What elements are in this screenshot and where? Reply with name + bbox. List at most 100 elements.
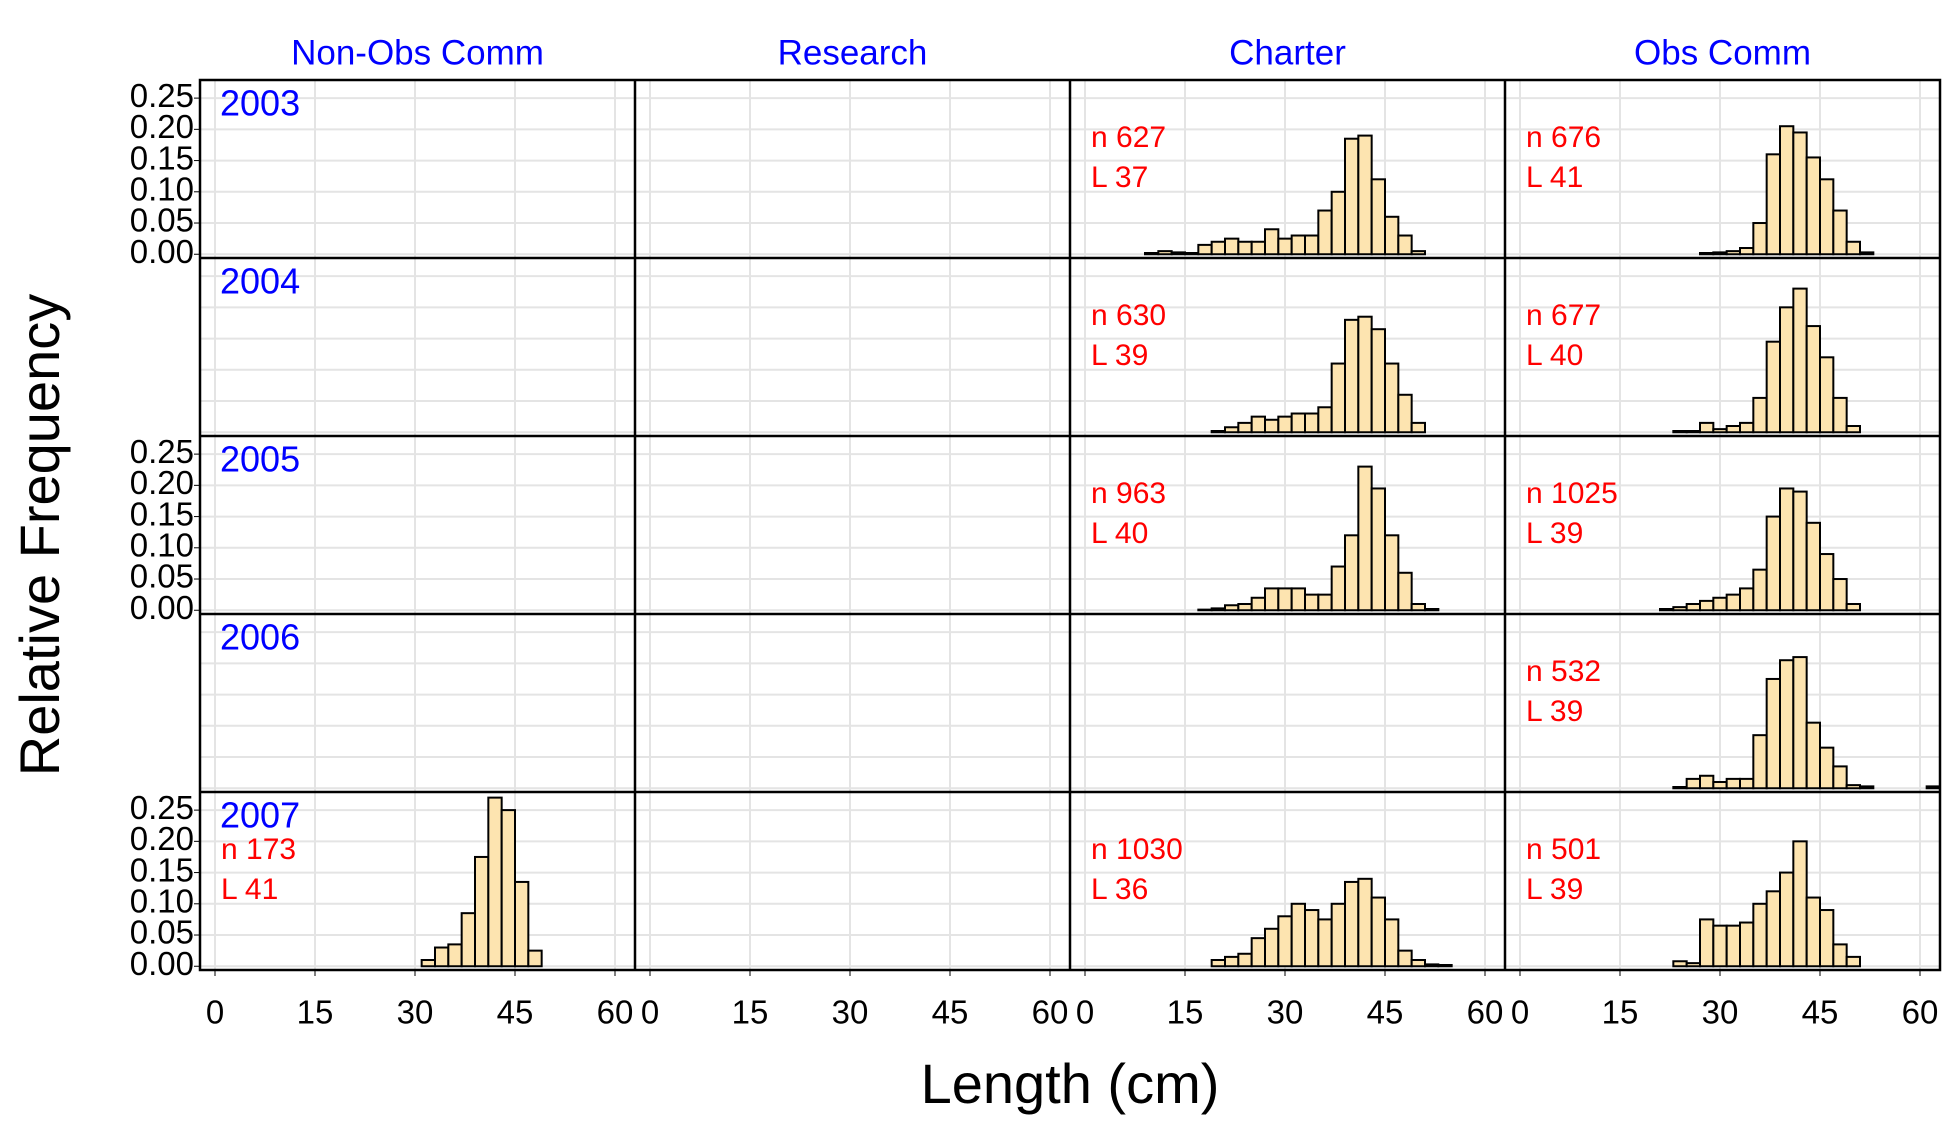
histogram-bar [447, 943, 463, 968]
histogram-bar [1845, 784, 1861, 790]
histogram-bar [1792, 840, 1808, 968]
x-tick-label: 0 [206, 994, 224, 1031]
histogram-bar [1237, 240, 1253, 256]
panel-note: L 40 [1091, 517, 1148, 550]
x-tick-label: 30 [832, 994, 869, 1031]
x-tick-label: 60 [1902, 994, 1939, 1031]
histogram-bar [1250, 937, 1266, 968]
histogram-bar [1330, 362, 1346, 434]
histogram-bar [1672, 786, 1688, 790]
column-title: Non-Obs Comm [291, 33, 544, 72]
histogram-bar [527, 949, 543, 968]
histogram-bar [1384, 215, 1400, 256]
histogram-bar [1779, 659, 1795, 790]
panel-note: n 676 [1526, 121, 1601, 154]
histogram-bar [1170, 251, 1186, 256]
histogram-bar [1779, 487, 1795, 612]
x-tick-label: 30 [1267, 994, 1304, 1031]
histogram-bar [1725, 924, 1741, 968]
panel-note: L 39 [1091, 339, 1148, 372]
histogram-bar [1144, 252, 1160, 256]
histogram-bar [1237, 952, 1253, 968]
panel-note: L 41 [1526, 161, 1583, 194]
y-tick-label: 0.20 [130, 464, 194, 501]
x-tick-label: 45 [1802, 994, 1839, 1031]
histogram-bar [1157, 250, 1173, 256]
panel-note: L 39 [1526, 517, 1583, 550]
row-label: 2004 [220, 261, 300, 302]
histogram-bar [1437, 964, 1453, 968]
histogram-bar [1925, 785, 1941, 790]
histogram-bar [1739, 777, 1755, 790]
histogram-bar [1317, 209, 1333, 256]
histogram-bar [1370, 178, 1386, 256]
histogram-bar [1264, 927, 1280, 968]
row-label: 2007 [220, 795, 300, 836]
histogram-bar [1210, 959, 1226, 968]
x-tick-label: 60 [1467, 994, 1504, 1031]
histogram-bar [1384, 918, 1400, 968]
histogram-bar [1224, 237, 1240, 256]
histogram-bar [1277, 587, 1293, 612]
histogram-bar [1304, 593, 1320, 612]
histogram-bar [1370, 896, 1386, 968]
histogram-bar [1672, 606, 1688, 612]
histogram-bar [1410, 421, 1426, 434]
histogram-bar [1250, 596, 1266, 612]
y-tick-label: 0.10 [130, 883, 194, 920]
panel-note: n 1025 [1526, 477, 1618, 510]
x-tick-label: 60 [1032, 994, 1069, 1031]
histogram-bar [1224, 955, 1240, 968]
histogram-bar [1384, 362, 1400, 434]
histogram-bar [1792, 131, 1808, 256]
histogram-bar [1779, 125, 1795, 256]
histogram-bar [1765, 153, 1781, 256]
histogram-bar [1357, 877, 1373, 968]
histogram-bar [1685, 430, 1701, 434]
histogram-bar [1712, 596, 1728, 612]
histogram-bar [1330, 902, 1346, 968]
y-tick-label: 0.15 [130, 851, 194, 888]
x-axis-label: Length (cm) [921, 1052, 1220, 1115]
histogram-bar [1725, 777, 1741, 790]
y-tick-label: 0.15 [130, 139, 194, 176]
histogram-bar [1779, 871, 1795, 968]
histogram-bar [1699, 421, 1715, 434]
y-tick-label: 0.00 [130, 945, 194, 982]
panel-note: L 36 [1091, 873, 1148, 906]
column-title: Charter [1229, 33, 1346, 72]
y-axis-label: Relative Frequency [8, 294, 71, 776]
histogram-bar [1290, 587, 1306, 612]
histogram-bar [1819, 746, 1835, 790]
histogram-bar [1197, 243, 1213, 256]
panel-note: n 532 [1526, 655, 1601, 688]
histogram-bar [1845, 240, 1861, 256]
panel-note: L 39 [1526, 695, 1583, 728]
histogram-bar [1832, 765, 1848, 790]
histogram-bar [1712, 251, 1728, 256]
histogram-bar [474, 855, 490, 968]
x-tick-label: 15 [1167, 994, 1204, 1031]
y-tick-label: 0.20 [130, 820, 194, 857]
panel-note: n 677 [1526, 299, 1601, 332]
histogram-bar [1752, 734, 1768, 790]
panel-note: n 173 [221, 833, 296, 866]
histogram-bar [1357, 134, 1373, 256]
histogram-bar [1410, 603, 1426, 612]
histogram-bar [1765, 515, 1781, 612]
histogram-bar [1304, 412, 1320, 434]
histogram-bar [1224, 426, 1240, 434]
histogram-bar [1739, 247, 1755, 256]
y-tick-label: 0.05 [130, 202, 194, 239]
histogram-bar [1672, 430, 1688, 434]
histogram-bar [1805, 721, 1821, 790]
histogram-bar [1210, 430, 1226, 434]
histogram-bar [1357, 315, 1373, 434]
histogram-bar [1370, 328, 1386, 434]
histogram-bar [1805, 156, 1821, 256]
histogram-bar [1264, 228, 1280, 256]
histogram-bar [1397, 949, 1413, 968]
histogram-bar [487, 796, 503, 968]
x-tick-label: 45 [1367, 994, 1404, 1031]
histogram-bar [1184, 252, 1200, 256]
